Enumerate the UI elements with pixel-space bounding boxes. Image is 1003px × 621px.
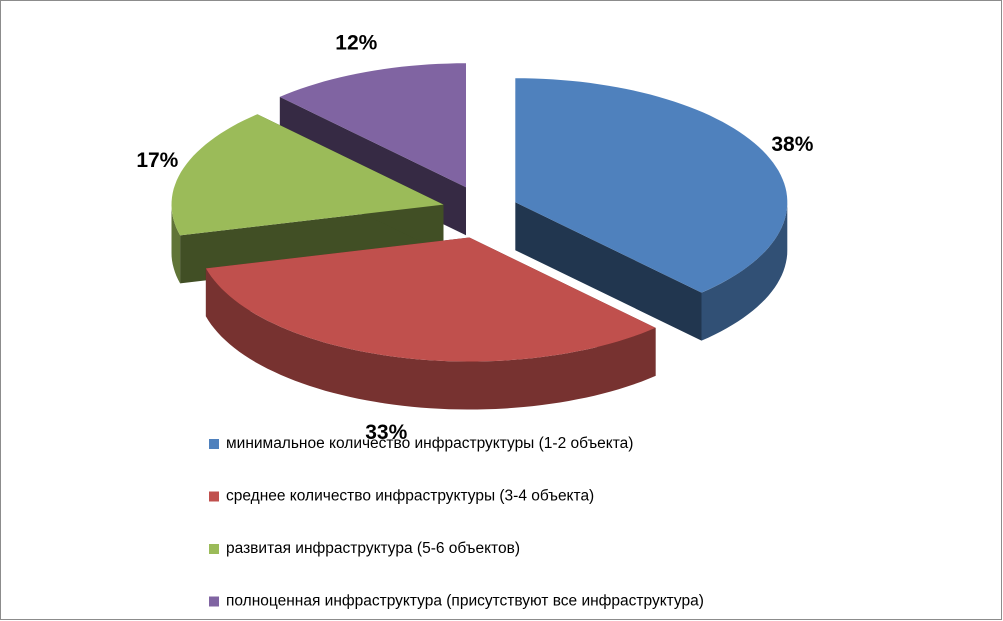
slice-wall <box>515 202 702 341</box>
slice <box>171 114 444 236</box>
legend-swatch <box>209 491 219 502</box>
slice <box>515 78 788 341</box>
legend-swatch <box>209 596 219 607</box>
legend-label: полноценная инфраструктура (присутствуют… <box>226 593 704 610</box>
data-label: 33% <box>365 421 407 444</box>
slice-side <box>701 202 788 341</box>
data-label: 17% <box>136 149 178 172</box>
data-label: 12% <box>335 32 377 55</box>
legend-label: среднее количество инфраструктуры (3-4 о… <box>226 488 594 505</box>
slice-side <box>171 204 181 284</box>
legend-label: минимальное количество инфраструктуры (1… <box>226 435 633 452</box>
slice <box>171 114 444 284</box>
legend-swatch <box>209 439 219 449</box>
legend: минимальное количество инфраструктуры (1… <box>209 435 704 610</box>
slice-wall <box>180 204 444 284</box>
slice <box>515 78 788 293</box>
slice <box>279 63 466 188</box>
legend-label: развитая инфраструктура (5-6 объектов) <box>226 540 520 557</box>
legend-swatch <box>209 544 219 554</box>
slice <box>205 237 656 410</box>
plot-area: 38% 33% 17% 12% <box>136 32 813 444</box>
data-label: 38% <box>771 133 813 156</box>
slice <box>205 237 656 362</box>
slice-side <box>205 268 656 410</box>
